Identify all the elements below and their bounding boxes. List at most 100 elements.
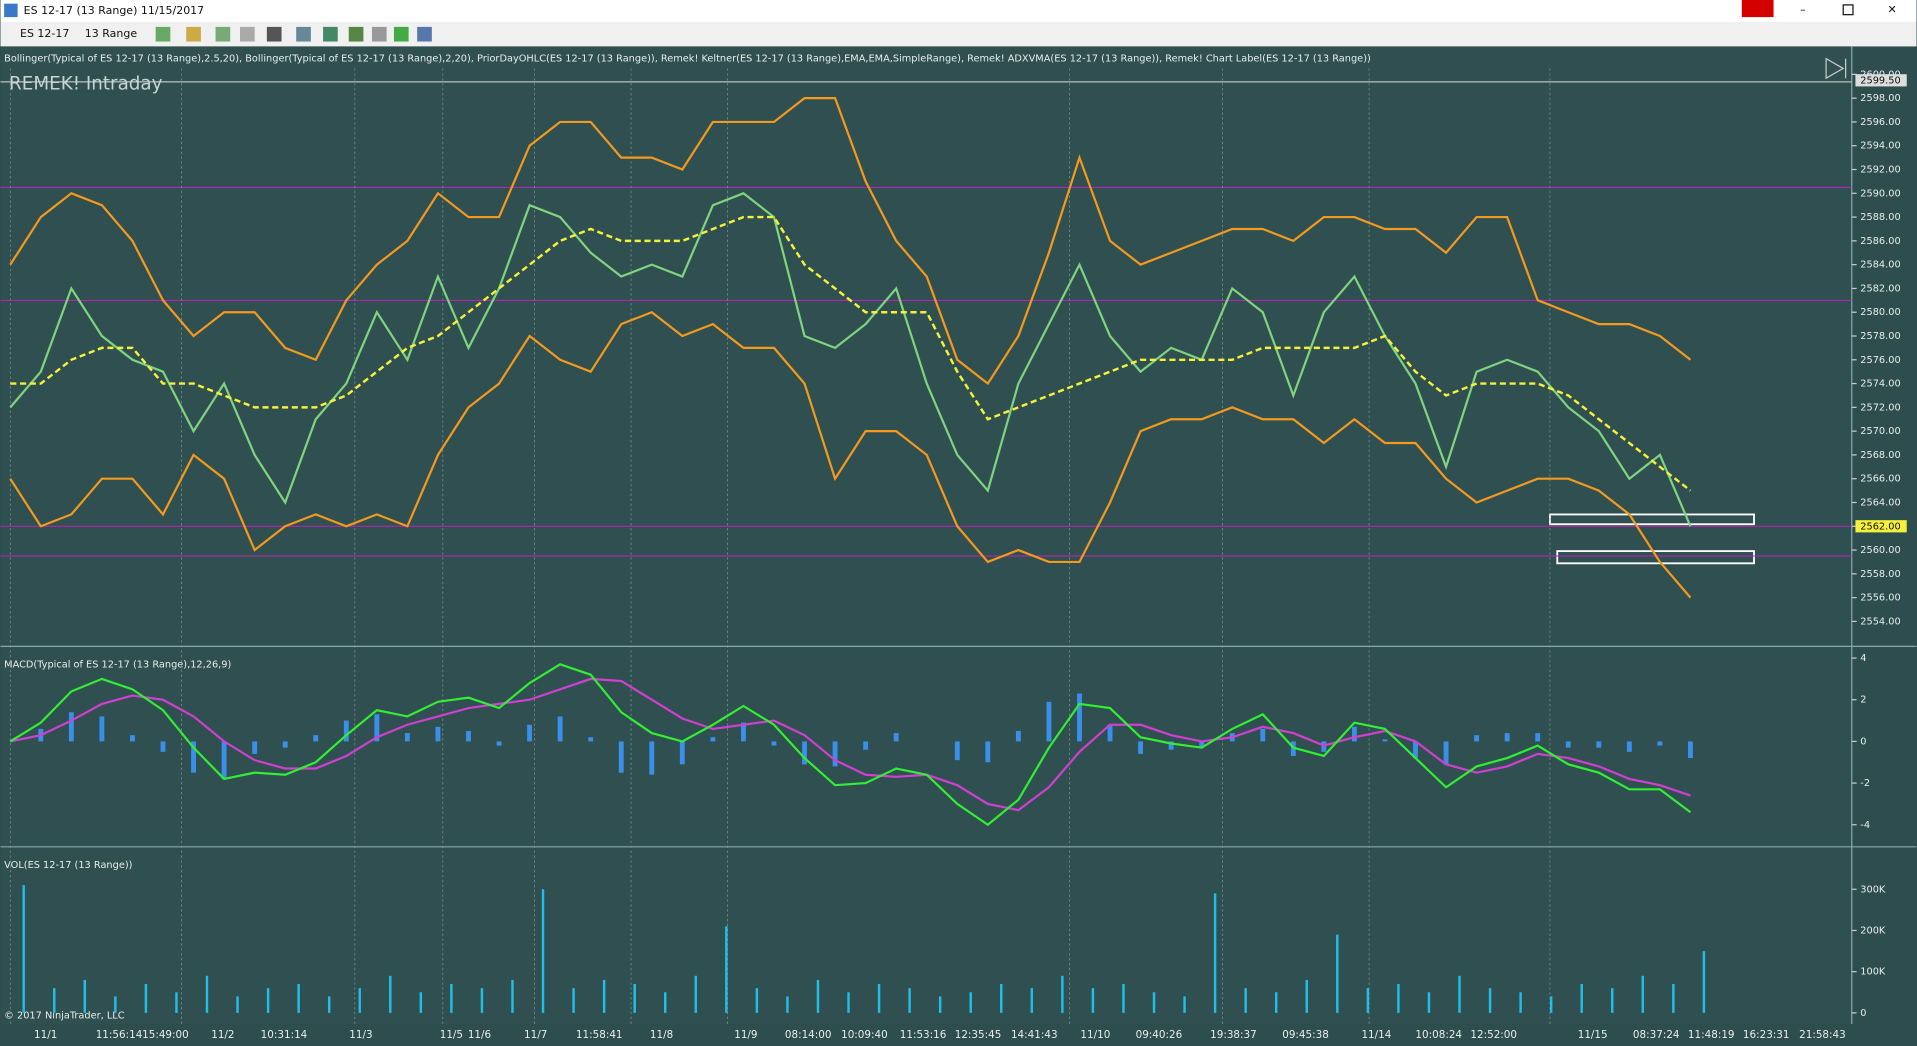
- macd-histogram-bar: [710, 737, 716, 742]
- macd-histogram-bar: [832, 741, 838, 767]
- y-tick-label: 2554.00: [1860, 616, 1900, 627]
- stay-in-draw-button[interactable]: [215, 26, 231, 42]
- macd-histogram-bar: [1504, 733, 1510, 742]
- volume-bar: [1213, 893, 1217, 1013]
- x-tick-label: 11/8: [650, 1029, 673, 1041]
- price-label: 2599.50: [1860, 75, 1900, 86]
- volume-bar: [633, 984, 636, 1013]
- volume-bar: [1458, 975, 1461, 1013]
- chart-style-button[interactable]: [155, 26, 171, 42]
- volume-bar: [1702, 951, 1706, 1013]
- bar-type-selector[interactable]: 13 Range: [85, 27, 138, 40]
- window-title: ES 12-17 (13 Range) 11/15/2017: [24, 4, 204, 17]
- y-tick-label: 200K: [1860, 925, 1886, 936]
- macd-histogram-bar: [221, 741, 227, 779]
- macd-histogram-bar: [985, 741, 991, 763]
- draw-tool-button[interactable]: [186, 26, 201, 42]
- y-tick-label: 100K: [1860, 967, 1886, 978]
- plot-area: [0, 46, 1852, 1025]
- volume-bar: [602, 979, 606, 1013]
- macd-histogram-bar: [466, 730, 471, 742]
- macd-histogram-bar: [1535, 733, 1541, 742]
- instrument-selector[interactable]: ES 12-17: [20, 27, 69, 40]
- series-line: [10, 215, 1692, 492]
- x-tick-label: 11/6: [468, 1029, 491, 1041]
- volume-bar: [1091, 988, 1095, 1013]
- remove-draw-button[interactable]: [239, 26, 255, 42]
- properties-button[interactable]: [323, 26, 338, 42]
- alert-button[interactable]: [1741, 0, 1774, 18]
- macd-histogram-bar: [588, 737, 594, 742]
- x-tick-label: 11:56:14: [96, 1029, 143, 1041]
- indicators-button[interactable]: [348, 26, 364, 42]
- chart-label: REMEK! Intraday: [9, 73, 163, 94]
- strategies-button[interactable]: [371, 26, 387, 42]
- x-tick-label: 16:23:31: [1743, 1029, 1790, 1041]
- macd-histogram-bar: [130, 735, 135, 742]
- y-tick-label: 2578.00: [1860, 331, 1900, 342]
- macd-histogram-bar: [527, 724, 533, 742]
- macd-histogram-bar: [1351, 726, 1357, 742]
- zoom-button[interactable]: [296, 26, 311, 42]
- y-tick-label: 2566.00: [1860, 474, 1900, 485]
- volume-bar: [908, 988, 911, 1013]
- y-tick-label: 2598.00: [1860, 93, 1900, 104]
- crosshair-button[interactable]: [266, 26, 282, 42]
- maximize-button[interactable]: [1842, 4, 1854, 16]
- x-tick-label: 11/14: [1361, 1029, 1391, 1041]
- y-tick-label: 2586.00: [1860, 236, 1900, 247]
- close-button[interactable]: ✕: [1887, 3, 1896, 16]
- x-tick-label: 10:31:14: [261, 1029, 308, 1041]
- volume-bar: [786, 996, 789, 1013]
- y-tick-label: 2580.00: [1860, 307, 1900, 318]
- macd-histogram-bar: [679, 741, 685, 765]
- y-tick-label: 0: [1860, 1008, 1866, 1019]
- volume-bar: [1030, 988, 1034, 1013]
- volume-bar: [938, 996, 942, 1013]
- volume-title: VOL(ES 12-17 (13 Range)): [4, 860, 132, 871]
- macd-histogram-bar: [954, 741, 960, 761]
- scroll-end-button[interactable]: [1825, 57, 1847, 80]
- x-tick-label: 09:40:26: [1136, 1029, 1183, 1041]
- volume-bar: [541, 889, 545, 1013]
- x-tick-label: 11/7: [524, 1029, 547, 1041]
- volume-bar: [327, 996, 331, 1013]
- macd-title: MACD(Typical of ES 12-17 (13 Range),12,2…: [4, 660, 231, 671]
- price-label-bg: [1855, 74, 1907, 87]
- volume-bar: [877, 984, 881, 1013]
- volume-bar: [725, 926, 728, 1013]
- volume-bar: [1305, 979, 1308, 1013]
- volume-bar: [1672, 984, 1675, 1013]
- dollar-button[interactable]: [393, 26, 409, 42]
- x-tick-label: 10:09:40: [841, 1029, 888, 1041]
- volume-bar: [389, 975, 392, 1013]
- macd-histogram-bar: [1657, 741, 1663, 746]
- macd-histogram-bar: [496, 741, 502, 746]
- volume-bar: [1427, 992, 1431, 1013]
- x-tick-label: 11/3: [349, 1029, 372, 1041]
- macd-histogram-bar: [1474, 735, 1480, 742]
- macd-histogram-bar: [1168, 741, 1174, 750]
- macd-histogram-bar: [802, 741, 807, 765]
- macd-histogram-bar: [1107, 724, 1113, 742]
- volume-bar: [1244, 988, 1247, 1013]
- volume-bar: [1000, 984, 1003, 1013]
- macd-histogram-bar: [1382, 739, 1388, 742]
- volume-bar: [1519, 992, 1522, 1013]
- x-tick-label: 12:52:00: [1470, 1029, 1517, 1041]
- y-tick-label: 2596.00: [1860, 117, 1900, 128]
- x-tick-label: 10:08:24: [1415, 1029, 1462, 1041]
- y-tick-label: 2570.00: [1860, 426, 1900, 437]
- macd-histogram-bar: [618, 741, 624, 773]
- y-tick-label: 2572.00: [1860, 402, 1900, 413]
- macd-histogram-bar: [1565, 741, 1571, 748]
- volume-bar: [266, 988, 270, 1013]
- volume-bar: [1152, 992, 1156, 1013]
- toolbar: [0, 21, 1917, 47]
- minimize-button[interactable]: –: [1800, 3, 1806, 16]
- macd-histogram-bar: [1443, 741, 1449, 765]
- macd-histogram-bar: [343, 720, 349, 742]
- x-tick-label: 21:58:43: [1799, 1029, 1846, 1041]
- data-box-button[interactable]: [417, 26, 432, 42]
